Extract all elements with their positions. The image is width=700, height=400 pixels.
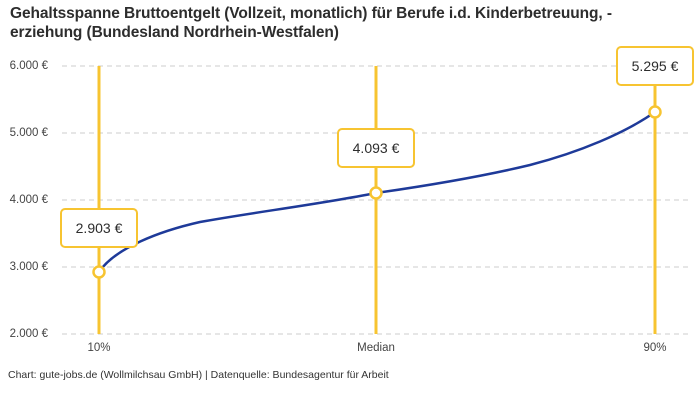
x-tick-90-percent: 90%: [643, 342, 667, 354]
y-tick-6000: 6.000 €: [9, 60, 48, 72]
chart-title-line-1: Gehaltsspanne Bruttoentgelt (Vollzeit, m…: [10, 5, 612, 22]
chart-title-line-2: erziehung (Bundesland Nordrhein-Westfale…: [10, 24, 339, 41]
data-point-marker-90: [648, 105, 662, 119]
chart-title: Gehaltsspanne Bruttoentgelt (Vollzeit, m…: [10, 4, 696, 42]
value-label-90-percent: 5.295 €: [616, 46, 694, 86]
y-tick-4000: 4.000 €: [9, 194, 48, 206]
y-tick-5000: 5.000 €: [9, 127, 48, 139]
data-point-markers: [92, 105, 662, 279]
attribution-text: Chart: gute-jobs.de (Wollmilchsau GmbH) …: [8, 369, 389, 381]
data-point-marker-median: [369, 186, 383, 200]
x-tick-10-percent: 10%: [87, 342, 111, 354]
data-point-marker-10: [92, 265, 106, 279]
y-tick-3000: 3.000 €: [9, 261, 48, 273]
value-label-median: 4.093 €: [337, 128, 415, 168]
x-tick-median: Median: [357, 342, 395, 354]
value-label-10-percent: 2.903 €: [60, 208, 138, 248]
y-tick-2000: 2.000 €: [9, 328, 48, 340]
